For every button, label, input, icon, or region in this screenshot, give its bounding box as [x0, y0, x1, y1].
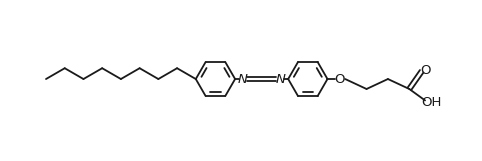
Text: OH: OH: [422, 96, 442, 109]
Text: N: N: [275, 72, 285, 85]
Text: O: O: [334, 72, 345, 85]
Text: O: O: [420, 64, 431, 77]
Text: N: N: [238, 72, 248, 85]
